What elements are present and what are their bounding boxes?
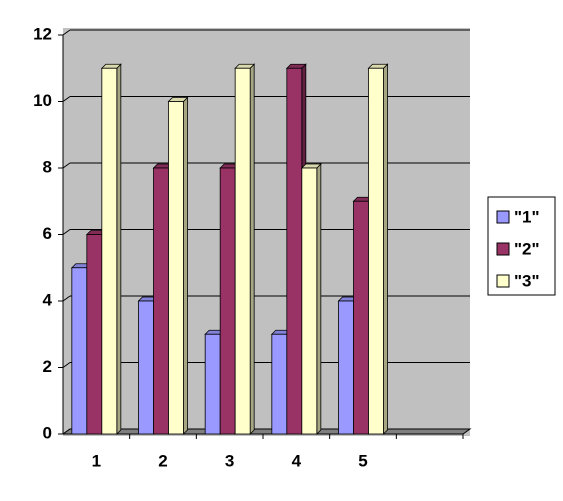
- bar: [286, 67, 303, 435]
- legend-label: "1": [514, 207, 540, 226]
- x-tick-label: 1: [92, 451, 101, 470]
- legend-label: "2": [514, 239, 540, 258]
- bar: [219, 167, 236, 435]
- bar: [368, 67, 384, 435]
- legend-swatch: [496, 210, 510, 224]
- y-tick-label: 8: [43, 157, 52, 176]
- bar: [86, 234, 103, 435]
- grid-line-side: [62, 96, 71, 102]
- y-tick-label: 2: [43, 357, 52, 376]
- plot-area: [63, 28, 470, 436]
- bar: [101, 67, 118, 435]
- grid-line-side: [62, 162, 71, 169]
- x-tick-label: 2: [158, 451, 167, 470]
- bar-side: [249, 63, 255, 435]
- bar: [153, 167, 169, 435]
- y-tick-label: 0: [43, 423, 52, 442]
- x-tick-label: 4: [292, 451, 302, 470]
- bar: [353, 200, 369, 435]
- y-tick-label: 6: [43, 224, 52, 243]
- floor: [61, 428, 472, 435]
- bar: [301, 167, 318, 435]
- bar: [138, 300, 154, 435]
- bar-side: [316, 163, 322, 435]
- legend-swatch: [496, 274, 510, 288]
- y-tick-label: 10: [33, 91, 52, 110]
- x-tick-label: 3: [225, 451, 234, 470]
- bar-top: [100, 63, 122, 69]
- bar-top: [167, 97, 189, 102]
- grid-line-side: [62, 229, 71, 235]
- bar-top: [300, 163, 322, 169]
- bar: [234, 67, 251, 435]
- bar: [338, 300, 354, 435]
- bar-top: [234, 63, 256, 69]
- bar-top: [367, 63, 389, 69]
- bar-top: [285, 63, 307, 69]
- bar: [168, 101, 184, 435]
- bar: [204, 333, 221, 435]
- grid-line-side: [62, 362, 71, 368]
- legend-swatch: [496, 242, 510, 256]
- bar: [71, 267, 88, 435]
- x-tick-label: 5: [358, 451, 367, 470]
- grid-line-side: [62, 29, 71, 36]
- bar-side: [183, 96, 188, 435]
- legend-label: "3": [514, 271, 540, 290]
- bar: [271, 333, 288, 435]
- y-tick-label: 12: [33, 24, 52, 43]
- grid-line-side: [62, 295, 71, 302]
- y-tick-label: 4: [43, 290, 53, 309]
- bar-side: [116, 63, 122, 435]
- bar-side: [383, 63, 388, 435]
